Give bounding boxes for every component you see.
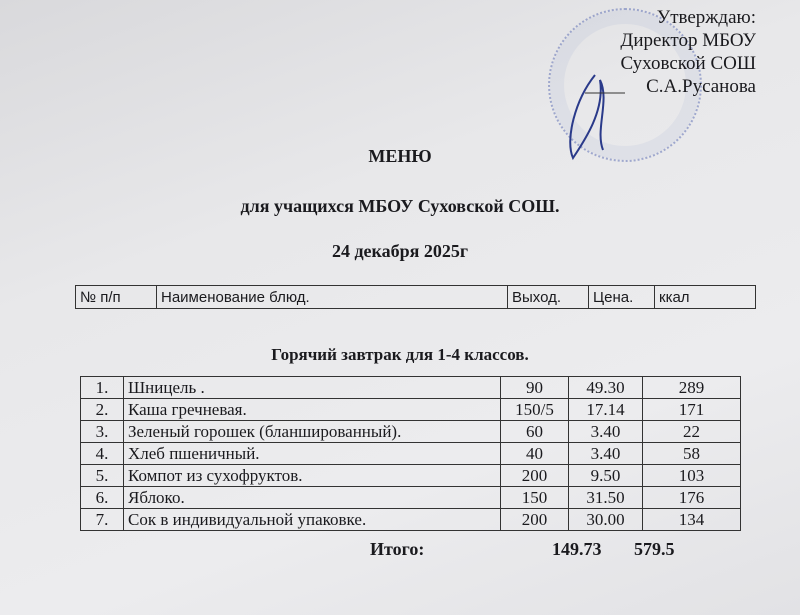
table-row: 7. Сок в индивидуальной упаковке. 200 30.00… [80, 508, 741, 531]
approval-label: Утверждаю: [656, 7, 756, 28]
approval-name: С.А.Русанова [646, 76, 756, 97]
cell-name: Зеленый горошек (бланшированный). [123, 420, 501, 443]
school-stamp [548, 8, 702, 162]
cell-kcal: 22 [642, 420, 741, 443]
approval-position: Директор МБОУ [620, 30, 756, 51]
cell-kcal: 289 [642, 376, 741, 399]
cell-output: 150 [500, 486, 569, 509]
col-name: Наименование блюд. [156, 285, 508, 309]
cell-num: 5. [80, 464, 124, 487]
cell-kcal: 171 [642, 398, 741, 421]
cell-num: 2. [80, 398, 124, 421]
cell-price: 17.14 [568, 398, 643, 421]
total-price: 149.73 [552, 539, 602, 559]
cell-output: 90 [500, 376, 569, 399]
table-row: 6. Яблоко. 150 31.50 176 [80, 486, 741, 509]
cell-price: 3.40 [568, 442, 643, 465]
approval-school: Суховской СОШ [620, 53, 756, 74]
table-row: 4. Хлеб пшеничный. 40 3.40 58 [80, 442, 741, 465]
cell-name: Компот из сухофруктов. [123, 464, 501, 487]
section-title: Горячий завтрак для 1-4 классов. [271, 345, 529, 364]
director-signature [569, 74, 625, 161]
col-kcal: ккал [654, 285, 756, 309]
cell-name: Каша гречневая. [123, 398, 501, 421]
cell-output: 150/5 [500, 398, 569, 421]
page-subtitle: для учащихся МБОУ Суховской СОШ. [240, 196, 560, 216]
cell-output: 200 [500, 508, 569, 531]
header-table: № п/п Наименование блюд. Выход. Цена. кк… [75, 285, 756, 309]
cell-name: Яблоко. [123, 486, 501, 509]
total-label: Итого: [370, 539, 425, 559]
cell-name: Шницель . [123, 376, 501, 399]
table-row: 2. Каша гречневая. 150/5 17.14 171 [80, 398, 741, 421]
cell-kcal: 176 [642, 486, 741, 509]
total-kcal: 579.5 [634, 539, 675, 559]
cell-name: Сок в индивидуальной упаковке. [123, 508, 501, 531]
cell-price: 30.00 [568, 508, 643, 531]
cell-price: 3.40 [568, 420, 643, 443]
cell-num: 4. [80, 442, 124, 465]
cell-price: 49.30 [568, 376, 643, 399]
cell-kcal: 103 [642, 464, 741, 487]
header-row: № п/п Наименование блюд. Выход. Цена. кк… [75, 285, 756, 309]
cell-num: 7. [80, 508, 124, 531]
cell-name: Хлеб пшеничный. [123, 442, 501, 465]
cell-price: 9.50 [568, 464, 643, 487]
cell-output: 40 [500, 442, 569, 465]
col-number: № п/п [75, 285, 157, 309]
cell-kcal: 58 [642, 442, 741, 465]
col-price: Цена. [588, 285, 655, 309]
table-row: 1. Шницель . 90 49.30 289 [80, 376, 741, 399]
cell-price: 31.50 [568, 486, 643, 509]
col-output: Выход. [507, 285, 589, 309]
table-row: 5. Компот из сухофруктов. 200 9.50 103 [80, 464, 741, 487]
cell-num: 1. [80, 376, 124, 399]
cell-num: 6. [80, 486, 124, 509]
menu-date: 24 декабря 2025г [331, 241, 469, 261]
approval-block: Утверждаю: Директор МБОУ Суховской СОШ С… [620, 6, 756, 98]
table-row: 3. Зеленый горошек (бланшированный). 60 3.4… [80, 420, 741, 443]
page-title: МЕНЮ [368, 146, 432, 166]
cell-num: 3. [80, 420, 124, 443]
cell-kcal: 134 [642, 508, 741, 531]
menu-table: 1. Шницель . 90 49.30 289 2. Каша гречневая. 15… [80, 376, 741, 531]
cell-output: 200 [500, 464, 569, 487]
cell-output: 60 [500, 420, 569, 443]
